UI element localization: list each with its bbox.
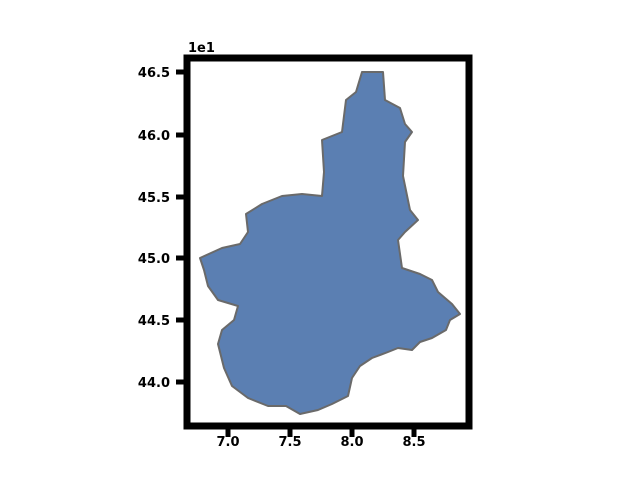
y-tick-label: 45.5 <box>138 191 170 206</box>
y-tick-label: 44.0 <box>138 376 170 391</box>
y-tick-label: 44.5 <box>138 314 170 329</box>
x-tick-label: 7.5 <box>278 435 301 450</box>
region-polygon <box>199 71 461 415</box>
x-tick-label: 7.0 <box>216 435 239 450</box>
x-axis: 7.0 7.5 8.0 8.5 <box>216 426 426 450</box>
y-tick-label: 46.0 <box>138 129 170 144</box>
x-tick-label: 8.5 <box>402 435 425 450</box>
x-tick-label: 8.0 <box>340 435 363 450</box>
y-tick-label: 45.0 <box>138 252 170 267</box>
axes-frame <box>183 54 473 430</box>
y-axis: 46.5 46.0 45.5 45.0 44.5 44.0 <box>138 66 187 391</box>
axis-offset-label: 1e1 <box>188 41 215 56</box>
y-tick-label: 46.5 <box>138 66 170 81</box>
